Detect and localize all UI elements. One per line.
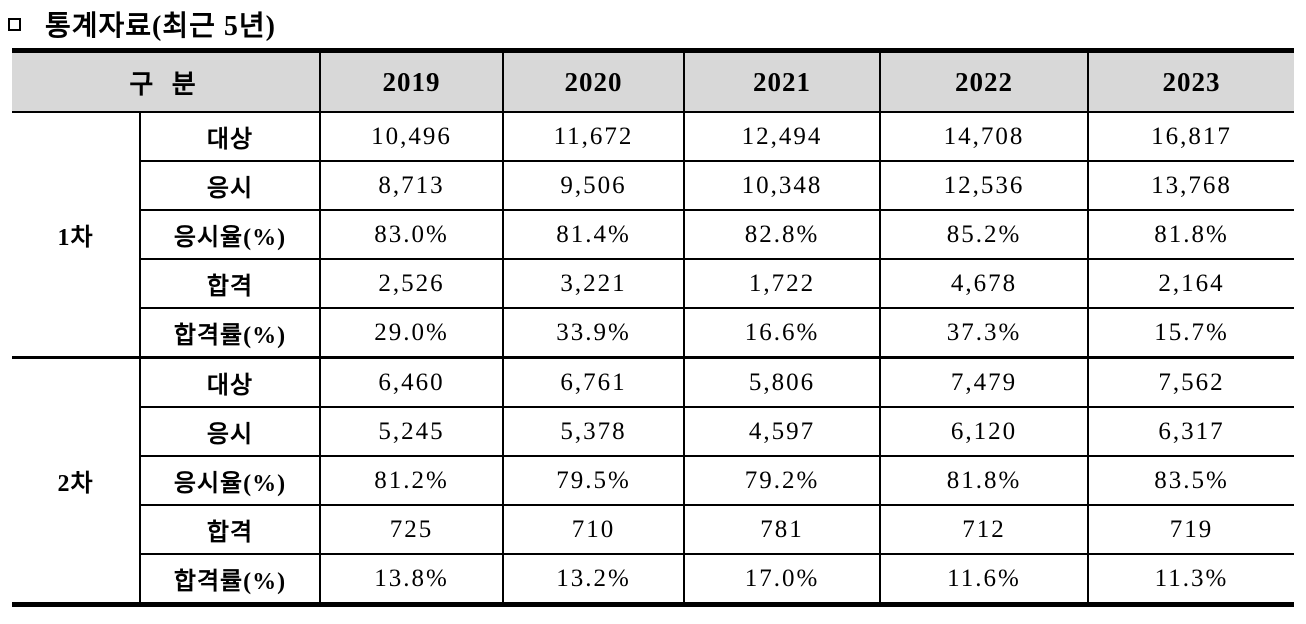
value-cell: 6,460 (319, 356, 504, 408)
value-cell: 15.7% (1087, 307, 1294, 359)
row-label-cell: 합격 (139, 258, 321, 309)
header-cell-year: 2020 (502, 49, 685, 113)
value-cell: 4,597 (683, 406, 881, 457)
value-cell: 79.5% (502, 455, 685, 506)
value-cell: 85.2% (879, 209, 1089, 260)
value-cell: 16.6% (683, 307, 881, 359)
value-cell: 37.3% (879, 307, 1089, 359)
header-cell-year: 2019 (319, 49, 504, 113)
square-bullet-icon: □ (8, 17, 21, 31)
table-row: 2차 대상 6,460 6,761 5,806 7,479 7,562 (12, 356, 1294, 606)
value-cell: 81.8% (879, 455, 1089, 506)
value-cell: 4,678 (879, 258, 1089, 309)
value-cell: 16,817 (1087, 111, 1294, 162)
value-cell: 79.2% (683, 455, 881, 506)
value-cell: 14,708 (879, 111, 1089, 162)
section-cell-1cha: 1차 (12, 111, 141, 359)
value-cell: 17.0% (683, 553, 881, 606)
value-cell: 29.0% (319, 307, 504, 359)
row-label-cell: 합격 (139, 504, 321, 555)
value-cell: 7,562 (1087, 356, 1294, 408)
value-cell: 10,496 (319, 111, 504, 162)
value-cell: 5,378 (502, 406, 685, 457)
section-cell-2cha: 2차 (12, 356, 141, 606)
section-title: □ 통계자료(최근 5년) (8, 6, 276, 42)
value-cell: 6,317 (1087, 406, 1294, 457)
value-cell: 3,221 (502, 258, 685, 309)
value-cell: 712 (879, 504, 1089, 555)
header-cell-year: 2022 (879, 49, 1089, 113)
value-cell: 5,245 (319, 406, 504, 457)
value-cell: 9,506 (502, 160, 685, 211)
value-cell: 81.4% (502, 209, 685, 260)
row-label-cell: 대상 (139, 111, 321, 162)
table-row: 합격률(%) 29.0% 33.9% 16.6% 37.3% 15.7% (12, 307, 1294, 359)
value-cell: 725 (319, 504, 504, 555)
value-cell: 5,806 (683, 356, 881, 408)
value-cell: 11,672 (502, 111, 685, 162)
value-cell: 33.9% (502, 307, 685, 359)
value-cell: 719 (1087, 504, 1294, 555)
table-row: 합격 2,526 3,221 1,722 4,678 2,164 (12, 258, 1294, 309)
header-cell-year: 2021 (683, 49, 881, 113)
value-cell: 6,120 (879, 406, 1089, 457)
value-cell: 83.5% (1087, 455, 1294, 506)
value-cell: 6,761 (502, 356, 685, 408)
value-cell: 8,713 (319, 160, 504, 211)
row-label-cell: 대상 (139, 356, 321, 408)
value-cell: 781 (683, 504, 881, 555)
table-row: 응시 5,245 5,378 4,597 6,120 6,317 (12, 406, 1294, 457)
section-title-text: 통계자료(최근 5년) (45, 11, 276, 42)
header-row: 구 분 2019 2020 2021 2022 2023 (12, 49, 1294, 113)
value-cell: 81.2% (319, 455, 504, 506)
table-row: 1차 대상 10,496 11,672 12,494 14,708 16,817 (12, 111, 1294, 359)
value-cell: 2,164 (1087, 258, 1294, 309)
value-cell: 13.2% (502, 553, 685, 606)
statistics-table: 구 분 2019 2020 2021 2022 2023 1차 대상 10,49… (12, 48, 1294, 607)
table-row: 합격 725 710 781 712 719 (12, 504, 1294, 555)
value-cell: 11.3% (1087, 553, 1294, 606)
value-cell: 13.8% (319, 553, 504, 606)
value-cell: 12,494 (683, 111, 881, 162)
value-cell: 10,348 (683, 160, 881, 211)
table-row: 응시율(%) 83.0% 81.4% 82.8% 85.2% 81.8% (12, 209, 1294, 260)
value-cell: 11.6% (879, 553, 1089, 606)
value-cell: 82.8% (683, 209, 881, 260)
row-label-cell: 응시 (139, 406, 321, 457)
row-label-cell: 응시 (139, 160, 321, 211)
value-cell: 710 (502, 504, 685, 555)
header-cell-gubun: 구 분 (12, 49, 321, 113)
row-label-cell: 합격률(%) (139, 307, 321, 359)
value-cell: 13,768 (1087, 160, 1294, 211)
table-row: 응시율(%) 81.2% 79.5% 79.2% 81.8% 83.5% (12, 455, 1294, 506)
value-cell: 7,479 (879, 356, 1089, 408)
value-cell: 81.8% (1087, 209, 1294, 260)
value-cell: 1,722 (683, 258, 881, 309)
table-row: 합격률(%) 13.8% 13.2% 17.0% 11.6% 11.3% (12, 553, 1294, 606)
header-cell-year: 2023 (1087, 49, 1294, 113)
value-cell: 83.0% (319, 209, 504, 260)
table-row: 응시 8,713 9,506 10,348 12,536 13,768 (12, 160, 1294, 211)
row-label-cell: 합격률(%) (139, 553, 321, 606)
value-cell: 2,526 (319, 258, 504, 309)
value-cell: 12,536 (879, 160, 1089, 211)
row-label-cell: 응시율(%) (139, 209, 321, 260)
row-label-cell: 응시율(%) (139, 455, 321, 506)
